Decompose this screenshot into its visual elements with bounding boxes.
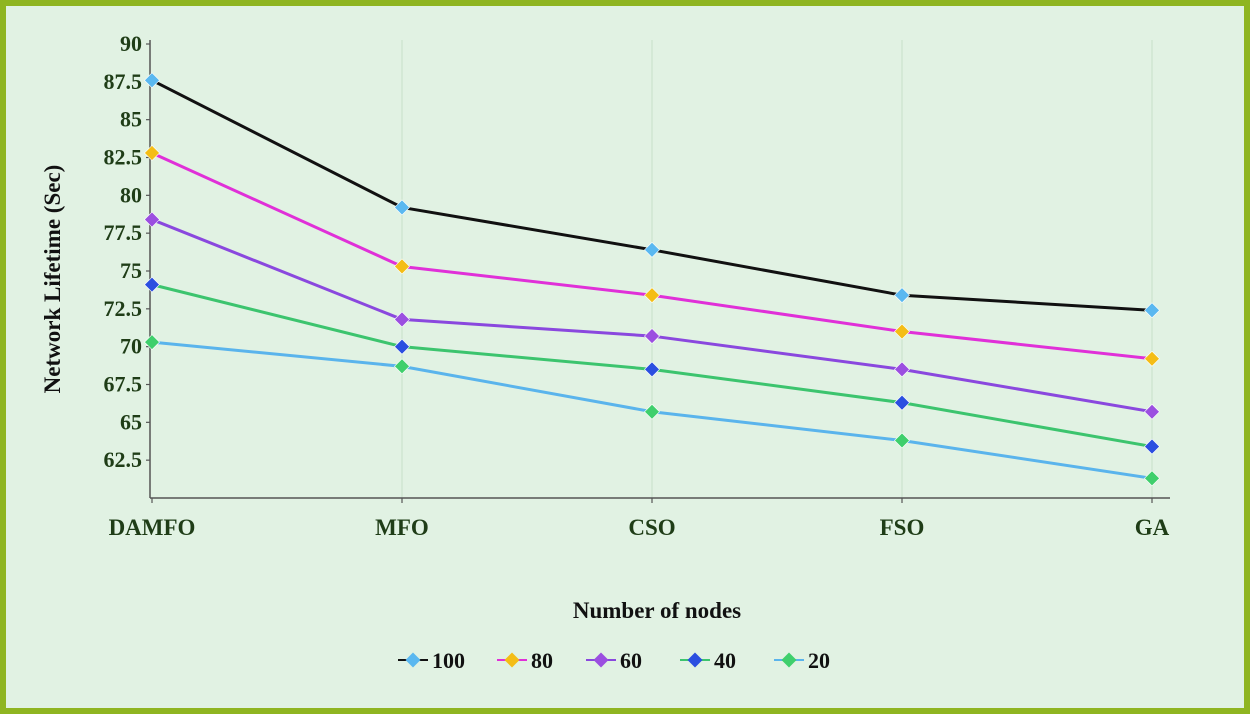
legend-label-60: 60 [620,648,642,673]
y-tick-label: 72.5 [104,296,143,321]
legend-label-80: 80 [531,648,553,673]
x-axis-title: Number of nodes [573,598,741,623]
legend-marker-100 [405,652,421,668]
y-tick-label: 90 [120,31,142,56]
legend-marker-20 [781,652,797,668]
y-axis-title: Network Lifetime (Sec) [40,165,65,394]
marker-60-fso [894,361,910,378]
y-tick-label: 70 [120,334,142,359]
y-tick-label: 75 [120,258,142,283]
marker-20-mfo [394,358,410,375]
y-tick-label: 80 [120,182,142,207]
marker-60-damfo [144,211,160,228]
legend-marker-40 [687,652,703,668]
y-tick-label: 62.5 [104,447,143,472]
marker-100-damfo [144,72,160,89]
y-tick-label: 87.5 [104,69,143,94]
y-tick-label: 65 [120,409,142,434]
marker-100-mfo [394,199,410,216]
marker-80-cso [644,287,660,304]
x-tick-labels: DAMFO MFO CSO FSO GA [109,498,1170,540]
marker-80-fso [894,323,910,340]
marker-100-fso [894,287,910,304]
legend-label-40: 40 [714,648,736,673]
x-tick-label-mfo: MFO [375,515,429,540]
marker-60-mfo [394,311,410,328]
x-tick-label-ga: GA [1135,515,1170,540]
y-tick-label: 77.5 [104,220,143,245]
legend-label-20: 20 [808,648,830,673]
grid-lines [401,40,1153,498]
legend-label-100: 100 [432,648,465,673]
axes [149,40,1170,499]
marker-60-cso [644,328,660,344]
y-tick-label: 82.5 [104,145,143,170]
marker-20-damfo [144,334,160,351]
marker-80-damfo [144,145,160,161]
marker-80-ga [1144,350,1160,367]
marker-20-cso [644,403,660,420]
marker-100-cso [644,241,660,258]
marker-40-mfo [394,338,410,355]
legend: 100 80 60 40 20 [398,648,830,673]
marker-20-ga [1144,470,1160,487]
x-tick-label-cso: CSO [628,515,675,540]
marker-80-mfo [394,258,410,275]
marker-40-damfo [144,276,160,293]
y-tick-label: 67.5 [104,372,143,397]
x-tick-label-damfo: DAMFO [109,515,196,540]
marker-40-ga [1144,438,1160,455]
marker-40-cso [644,361,660,378]
marker-60-ga [1144,403,1160,420]
marker-100-ga [1144,302,1160,319]
marker-20-fso [894,432,910,449]
legend-marker-60 [593,652,609,668]
series-markers [144,72,1160,487]
x-tick-label-fso: FSO [880,515,925,540]
marker-40-fso [894,394,910,411]
legend-marker-80 [504,652,520,668]
y-tick-label: 85 [120,107,142,132]
y-tick-labels: 62.5 65 67.5 70 72.5 75 77.5 80 82.5 85 87.5 90 [104,31,150,472]
